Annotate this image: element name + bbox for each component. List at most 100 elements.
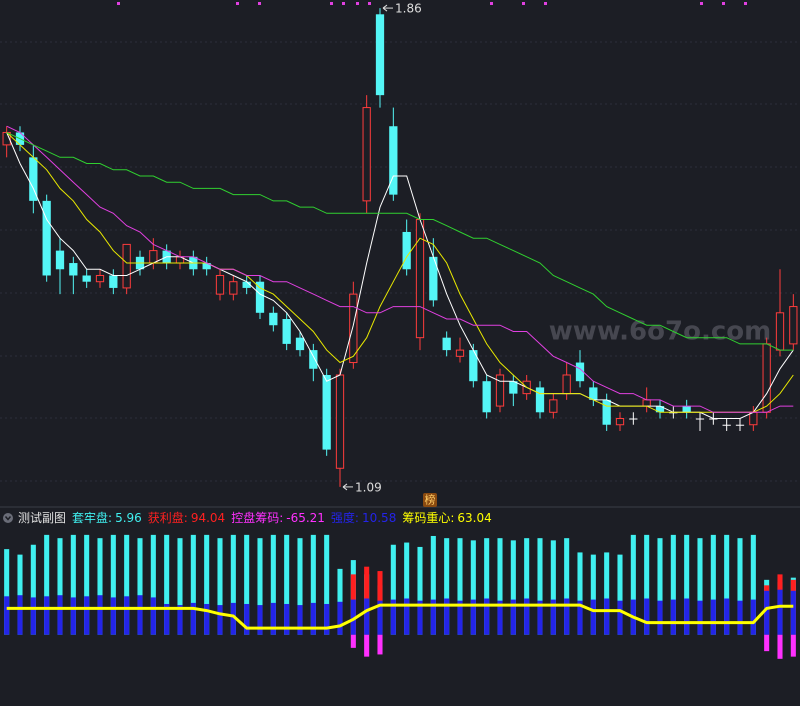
collapse-icon[interactable]	[3, 513, 13, 523]
candle-body	[362, 107, 371, 202]
indicator-bar	[57, 538, 63, 635]
indicator-bar	[310, 602, 316, 635]
indicator-bar	[670, 534, 676, 635]
indicator-bar	[337, 601, 343, 635]
indicator-bar	[297, 605, 303, 635]
indicator-bar	[404, 542, 410, 635]
indicator-bar	[350, 634, 356, 648]
indicator-bar	[390, 544, 396, 635]
indicator-bar	[524, 598, 530, 635]
extreme-arrowhead	[342, 483, 348, 491]
indicator-bar	[777, 589, 783, 635]
indicator-bar	[244, 534, 250, 635]
indicator-bar	[70, 597, 76, 635]
badge-bg	[423, 493, 437, 507]
candle-body	[242, 281, 251, 288]
indicator-bar	[497, 538, 503, 635]
indicator-bar	[564, 538, 570, 635]
candle-body	[575, 362, 585, 382]
signal-dot	[342, 2, 345, 5]
legend-value: 5.96	[115, 511, 142, 525]
candle-body	[629, 418, 638, 420]
indicator-bar	[257, 605, 263, 635]
indicator-bar	[244, 603, 250, 635]
signal-dots	[117, 2, 747, 5]
candle-body	[69, 263, 78, 276]
candle-body	[482, 381, 491, 413]
candle-body	[589, 387, 598, 400]
candle-body	[202, 263, 211, 270]
candle-body	[495, 374, 505, 407]
candle-body	[122, 243, 131, 289]
indicator-bar	[710, 534, 716, 635]
candle-body	[2, 131, 11, 146]
indicator-bar	[764, 634, 770, 652]
indicator-bar	[670, 599, 676, 635]
candle-body	[295, 337, 305, 351]
indicator-bar	[217, 605, 223, 635]
indicator-bar	[164, 603, 170, 635]
indicator-bar	[4, 596, 10, 635]
indicator-bar	[750, 534, 756, 635]
grid	[0, 41, 800, 482]
indicator-bar	[777, 634, 783, 659]
indicator-bar	[684, 598, 690, 635]
extreme-arrowhead	[382, 4, 388, 12]
indicator-bar	[737, 538, 743, 635]
indicator-bar	[257, 538, 263, 635]
indicator-bar	[577, 552, 583, 635]
indicator-bar	[110, 597, 116, 635]
indicator-bar	[417, 546, 423, 635]
indicator-bar	[4, 549, 10, 635]
indicator-bar	[550, 599, 556, 635]
indicator-bar	[57, 595, 63, 635]
candle-body	[602, 399, 611, 425]
indicator-bar	[684, 534, 690, 635]
indicator-bar	[377, 634, 383, 655]
indicator-bar	[297, 538, 303, 635]
indicator-bar	[497, 600, 503, 635]
indicator-bar	[70, 534, 76, 635]
indicator-bar	[577, 600, 583, 635]
indicator-bar	[270, 602, 276, 635]
legend-value: -65.21	[286, 511, 325, 525]
indicator-bar	[457, 538, 463, 635]
indicator-bar	[604, 598, 610, 635]
candle-body	[709, 418, 718, 420]
indicator-bar	[617, 554, 623, 635]
candle-body	[95, 274, 105, 283]
indicator-bar	[150, 534, 156, 635]
candle-body	[29, 157, 38, 201]
indicator-bar	[537, 538, 543, 635]
indicator-bar	[644, 598, 650, 635]
indicator-bar	[17, 595, 23, 635]
indicator-bar	[550, 540, 556, 635]
indicator-bar	[44, 596, 50, 635]
indicator-bar	[324, 603, 330, 635]
indicator-bar	[44, 534, 50, 635]
indicator-bar	[337, 568, 343, 635]
indicator-bar	[590, 554, 596, 635]
indicator-bar	[390, 599, 396, 635]
candle-body	[149, 250, 158, 264]
signal-dot	[236, 2, 239, 5]
indicator-bar	[724, 534, 730, 635]
indicator-bar	[364, 598, 370, 635]
indicator-bar	[310, 534, 316, 635]
legend-name: 强度:	[331, 510, 359, 525]
indicator-bar	[284, 534, 290, 635]
indicator-bar	[124, 596, 130, 635]
legend-value: 94.04	[191, 511, 225, 525]
indicator-bar	[790, 634, 796, 657]
signal-dot	[330, 2, 333, 5]
indicator-bar	[284, 603, 290, 635]
indicator-bar	[430, 535, 436, 635]
indicator-bar	[617, 600, 623, 635]
indicator-bar	[764, 590, 770, 635]
candle-body	[722, 424, 731, 426]
candle-body	[655, 406, 665, 413]
indicator-bar	[204, 603, 210, 635]
